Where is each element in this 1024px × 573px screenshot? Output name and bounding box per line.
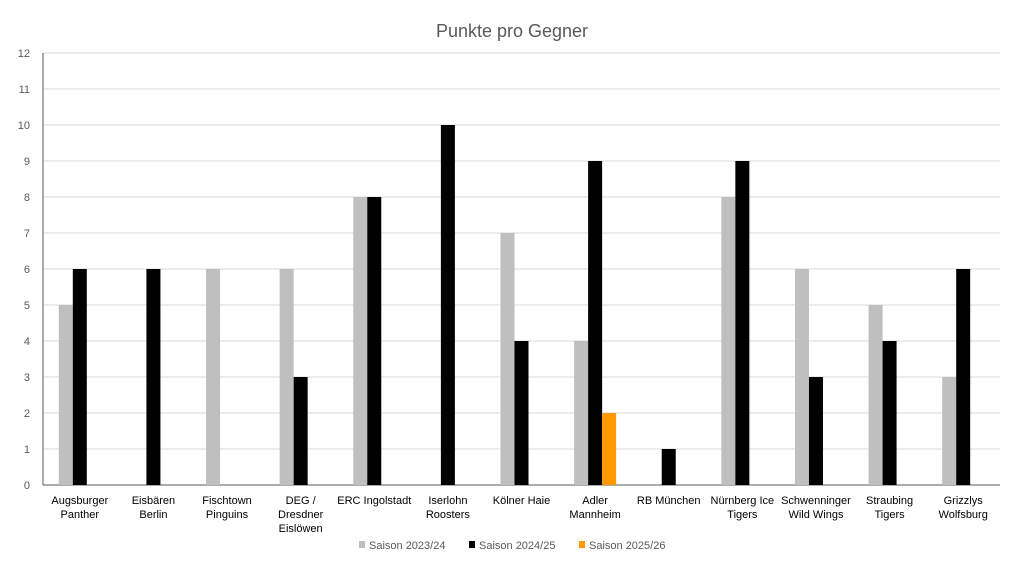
bar [574,341,589,485]
x-tick-label: Dresdner [278,509,324,521]
bar [808,377,823,485]
x-tick-label: Pinguins [206,509,249,521]
x-tick-label: Iserlohn [428,495,467,507]
bar [514,341,529,485]
y-tick-label: 9 [24,156,30,168]
bar [293,377,308,485]
x-tick-label: Eisbären [132,495,175,507]
x-tick-label: RB München [637,495,701,507]
y-tick-label: 0 [24,480,30,492]
legend: Saison 2023/24 Saison 2024/25 Saison 2025/… [359,540,665,552]
x-tick-label: Straubing [866,495,913,507]
legend-label: Saison 2024/25 [479,540,555,552]
x-tick-label: Adler [582,495,608,507]
x-tick-label: Mannheim [569,509,620,521]
x-tick-label: ERC Ingolstadt [337,495,411,507]
bar [367,197,382,485]
x-tick-label: Berlin [139,509,167,521]
x-tick-label: Kölner Haie [493,495,550,507]
legend-swatch [359,541,365,548]
bar [602,413,617,485]
y-tick-label: 6 [24,264,30,276]
bar [721,197,736,485]
y-tick-label: 11 [19,84,30,96]
y-tick-label: 10 [18,120,30,132]
bar [735,161,750,485]
bar [956,269,971,485]
x-tick-label: Fischtown [202,495,252,507]
x-axis: Augsburger Panther Eisbären Berlin Fischtown… [51,495,987,535]
legend-swatch [579,541,585,548]
x-tick-label: Roosters [426,509,471,521]
bar [279,269,294,485]
y-tick-label: 12 [18,48,30,60]
legend-swatch [469,541,475,548]
x-tick-label: Panther [61,509,100,521]
x-tick-label: Augsburger [51,495,108,507]
bar [440,125,455,485]
bar [146,269,161,485]
y-tick-label: 5 [24,300,30,312]
bar [72,269,87,485]
bars [58,125,971,485]
bar [500,233,515,485]
legend-label: Saison 2025/26 [589,540,665,552]
chart-title: Punkte pro Gegner [436,21,588,41]
x-tick-label: Tigers [874,509,905,521]
x-tick-label: Wild Wings [788,509,844,521]
y-tick-label: 7 [24,228,30,240]
y-tick-label: 3 [24,372,30,384]
y-tick-label: 2 [24,408,30,420]
x-tick-label: Wolfsburg [939,509,988,521]
x-tick-label: Eislöwen [279,523,323,535]
bar [794,269,809,485]
bar [206,269,221,485]
y-tick-label: 1 [24,444,30,456]
bar [868,305,883,485]
x-tick-label: DEG / [286,495,317,507]
bar [58,305,73,485]
bar [588,161,603,485]
bar [661,449,676,485]
bar [353,197,368,485]
y-tick-label: 8 [24,192,30,204]
x-tick-label: Schwenninger [781,495,851,507]
x-tick-label: Grizzlys [944,495,984,507]
bar [942,377,957,485]
legend-label: Saison 2023/24 [369,540,445,552]
y-tick-label: 4 [24,336,30,348]
x-tick-label: Tigers [727,509,758,521]
bar [882,341,897,485]
x-tick-label: Nürnberg Ice [711,495,775,507]
